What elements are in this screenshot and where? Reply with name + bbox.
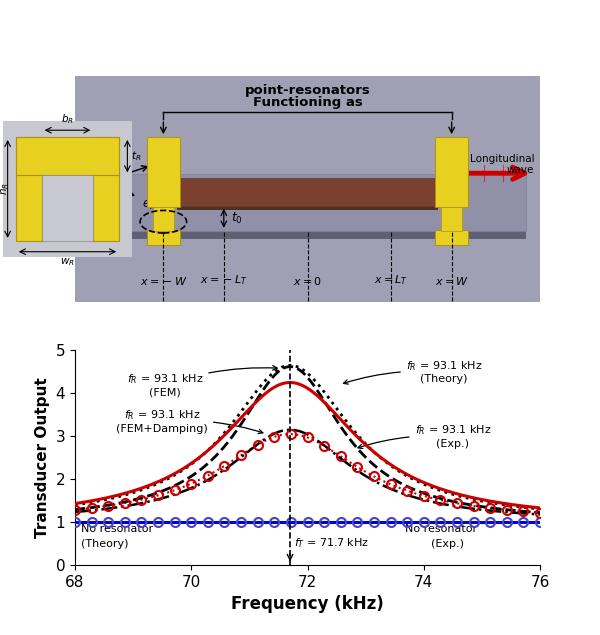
Text: (Exp.): (Exp.) [431,539,464,549]
Text: point-resonators: point-resonators [245,84,370,97]
Text: $e_x$: $e_x$ [142,199,157,212]
Bar [89,231,526,239]
Bar [178,206,438,210]
Bar [89,175,526,231]
Text: $x = -L_T$: $x = -L_T$ [200,273,248,287]
Bar [16,137,42,241]
Text: $w_R$: $w_R$ [60,256,75,267]
Bar [147,137,179,207]
Text: No resonator: No resonator [405,525,477,534]
Bar [436,230,468,245]
Text: $t_0$: $t_0$ [231,211,242,226]
Text: $x = L_T$: $x = L_T$ [374,273,408,287]
Text: $f_R$ = 93.1 kHz
(FEM+Damping): $f_R$ = 93.1 kHz (FEM+Damping) [116,408,263,434]
Text: $e_y$: $e_y$ [157,158,170,173]
Text: No resonator: No resonator [81,525,153,534]
Bar [42,175,94,241]
Text: (Theory): (Theory) [81,539,128,549]
Bar [16,137,119,175]
Text: $x = -W$: $x = -W$ [140,275,187,287]
X-axis label: Frequency (kHz): Frequency (kHz) [231,596,384,613]
Text: $x = W$: $x = W$ [435,275,469,287]
Bar [178,178,438,206]
Text: $f_R$ = 93.1 kHz
(FEM): $f_R$ = 93.1 kHz (FEM) [127,366,277,398]
Text: $h_R$: $h_R$ [0,182,11,196]
Text: $b_R$: $b_R$ [61,112,74,126]
Text: $f_R$ = 93.1 kHz
(Theory): $f_R$ = 93.1 kHz (Theory) [343,359,482,384]
Text: Longitudinal: Longitudinal [470,154,535,164]
Bar [436,137,468,207]
Text: wave: wave [507,165,535,175]
Bar [441,207,463,231]
Bar [152,207,174,231]
Text: $t_R$: $t_R$ [131,149,141,163]
Bar [94,137,119,241]
Text: Functioning as: Functioning as [253,96,362,109]
Text: $f_T$ = 71.7 kHz: $f_T$ = 71.7 kHz [293,536,368,550]
Text: $x = 0$: $x = 0$ [293,275,322,287]
FancyBboxPatch shape [1,118,134,260]
Text: $e_z$: $e_z$ [91,140,105,154]
Y-axis label: Transducer Output: Transducer Output [35,377,50,538]
Bar [147,230,179,245]
Text: $f_R$ = 93.1 kHz
(Exp.): $f_R$ = 93.1 kHz (Exp.) [358,424,491,449]
